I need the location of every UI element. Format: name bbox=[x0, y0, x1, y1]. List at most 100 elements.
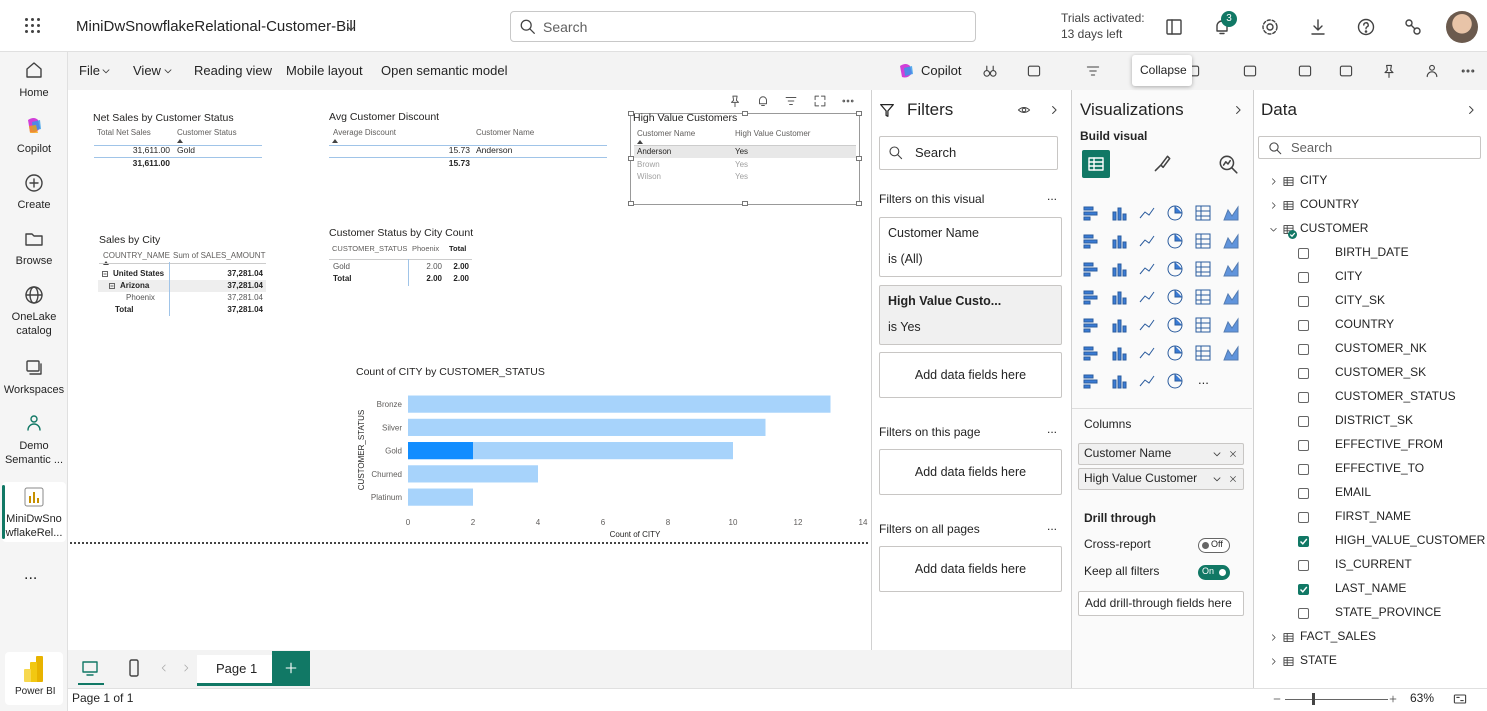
field-checkbox[interactable] bbox=[1298, 440, 1309, 451]
field-checkbox[interactable] bbox=[1298, 296, 1309, 307]
filter-search[interactable] bbox=[879, 136, 1058, 170]
visual-type-button[interactable] bbox=[1166, 316, 1184, 334]
format-visual-tab[interactable] bbox=[1151, 153, 1173, 175]
field-checkbox[interactable] bbox=[1298, 608, 1309, 619]
ribbon-button[interactable] bbox=[1460, 63, 1476, 79]
resize-handle[interactable] bbox=[628, 111, 634, 116]
nav-icon[interactable] bbox=[24, 60, 44, 80]
menu-item[interactable]: Reading view bbox=[194, 62, 273, 78]
nav-icon[interactable] bbox=[24, 173, 44, 193]
visual-type-button[interactable] bbox=[1082, 316, 1100, 334]
nav-icon[interactable] bbox=[24, 229, 44, 249]
nav-icon[interactable] bbox=[24, 413, 44, 433]
ribbon-button[interactable] bbox=[982, 63, 998, 79]
nav-label[interactable]: OneLake catalog bbox=[11, 311, 57, 337]
menu-item[interactable]: File bbox=[79, 62, 100, 78]
field-name[interactable]: FIRST_NAME bbox=[1335, 509, 1412, 524]
nav-icon[interactable] bbox=[24, 358, 44, 378]
ribbon-button[interactable] bbox=[1381, 63, 1397, 79]
visual-type-button[interactable] bbox=[1222, 204, 1240, 222]
copilot-button[interactable]: Copilot bbox=[921, 62, 962, 78]
expand-table[interactable] bbox=[1268, 632, 1279, 643]
add-fields-well[interactable] bbox=[879, 352, 1062, 398]
field-name[interactable]: CUSTOMER_SK bbox=[1335, 365, 1427, 380]
ribbon-button[interactable] bbox=[1026, 63, 1042, 79]
ribbon-button[interactable] bbox=[1297, 63, 1313, 79]
visual-type-button[interactable] bbox=[1082, 344, 1100, 362]
field-well-item[interactable] bbox=[1078, 468, 1244, 490]
remove-field[interactable] bbox=[1228, 474, 1238, 484]
search-box[interactable] bbox=[510, 11, 976, 42]
visual-type-button[interactable] bbox=[1110, 232, 1128, 250]
resize-handle[interactable] bbox=[856, 156, 862, 161]
visual-type-button[interactable] bbox=[1166, 344, 1184, 362]
table-name[interactable]: COUNTRY bbox=[1300, 197, 1360, 212]
field-name[interactable]: STATE_PROVINCE bbox=[1335, 605, 1442, 620]
menu-item[interactable]: View bbox=[133, 62, 161, 78]
table-name[interactable]: CITY bbox=[1300, 173, 1328, 188]
nav-label[interactable]: Create bbox=[17, 199, 51, 211]
visual-type-button[interactable] bbox=[1166, 204, 1184, 222]
ribbon-button[interactable] bbox=[1085, 63, 1101, 79]
data-search[interactable] bbox=[1258, 136, 1481, 159]
nav-label[interactable]: Demo Semantic ... bbox=[4, 440, 64, 466]
toggle-on[interactable] bbox=[1198, 565, 1230, 580]
visual-header-button[interactable] bbox=[784, 94, 798, 108]
visual-type-button[interactable] bbox=[1138, 232, 1156, 250]
table-cell[interactable]: Brown bbox=[637, 159, 660, 169]
field-checkbox[interactable] bbox=[1298, 344, 1309, 355]
collapse-toggle[interactable] bbox=[109, 283, 115, 289]
visual-type-button[interactable] bbox=[1194, 260, 1212, 278]
field-name[interactable]: COUNTRY bbox=[1335, 317, 1395, 332]
visual-type-button[interactable] bbox=[1110, 260, 1128, 278]
resize-handle[interactable] bbox=[628, 201, 634, 206]
menu-dropdown[interactable] bbox=[162, 65, 174, 77]
toolbar-button[interactable] bbox=[1308, 17, 1328, 37]
visual-type-button[interactable] bbox=[1138, 344, 1156, 362]
visual-header-button[interactable] bbox=[841, 94, 855, 108]
visual-type-button[interactable] bbox=[1138, 288, 1156, 306]
field-options[interactable] bbox=[1211, 473, 1223, 485]
field-well-item[interactable] bbox=[1078, 443, 1244, 465]
field-checkbox[interactable] bbox=[1298, 272, 1309, 283]
field-name[interactable]: CITY_SK bbox=[1335, 293, 1386, 308]
toggle-off[interactable] bbox=[1198, 538, 1230, 553]
expand-table[interactable] bbox=[1268, 656, 1279, 667]
zoom-in[interactable] bbox=[1388, 694, 1398, 704]
visual-type-button[interactable] bbox=[1194, 316, 1212, 334]
visual-type-button[interactable] bbox=[1222, 260, 1240, 278]
app-title[interactable]: MiniDwSnowflakeRelational-Customer-Bill bbox=[76, 18, 357, 36]
add-fields-well[interactable] bbox=[879, 546, 1062, 592]
table-cell[interactable]: Anderson bbox=[637, 146, 672, 156]
field-name[interactable]: EMAIL bbox=[1335, 485, 1372, 500]
collapse-pane[interactable] bbox=[1464, 103, 1478, 117]
visual-title[interactable]: Net Sales by Customer Status bbox=[93, 112, 234, 125]
resize-handle[interactable] bbox=[742, 201, 748, 206]
field-name[interactable]: IS_CURRENT bbox=[1335, 557, 1412, 572]
collapse-pane[interactable] bbox=[1047, 103, 1061, 117]
table-cell[interactable]: Yes bbox=[735, 146, 749, 156]
field-checkbox[interactable] bbox=[1298, 368, 1309, 379]
visual-type-button[interactable] bbox=[1082, 232, 1100, 250]
resize-handle[interactable] bbox=[742, 111, 748, 116]
resize-handle[interactable] bbox=[856, 111, 862, 116]
visual-type-button[interactable] bbox=[1166, 260, 1184, 278]
field-checkbox[interactable] bbox=[1298, 416, 1309, 427]
scroll-right[interactable] bbox=[180, 662, 192, 674]
filter-card[interactable] bbox=[879, 217, 1062, 277]
toolbar-button[interactable] bbox=[1403, 17, 1423, 37]
visual-type-button[interactable] bbox=[1194, 204, 1212, 222]
toolbar-button[interactable] bbox=[1260, 17, 1280, 37]
field-checkbox[interactable] bbox=[1298, 320, 1309, 331]
field-options[interactable] bbox=[1211, 448, 1223, 460]
field-name[interactable]: CUSTOMER_NK bbox=[1335, 341, 1427, 356]
nav-icon[interactable] bbox=[24, 285, 44, 305]
field-checkbox[interactable] bbox=[1298, 560, 1309, 571]
nav-more[interactable]: ... bbox=[24, 565, 38, 583]
section-more[interactable]: ... bbox=[1047, 519, 1058, 534]
more-visuals[interactable]: ... bbox=[1198, 371, 1209, 387]
fit-to-page[interactable] bbox=[1452, 691, 1468, 707]
visual-type-button[interactable] bbox=[1082, 204, 1100, 222]
visual-title[interactable]: Avg Customer Discount bbox=[329, 111, 440, 124]
visual-type-button[interactable] bbox=[1082, 372, 1100, 390]
